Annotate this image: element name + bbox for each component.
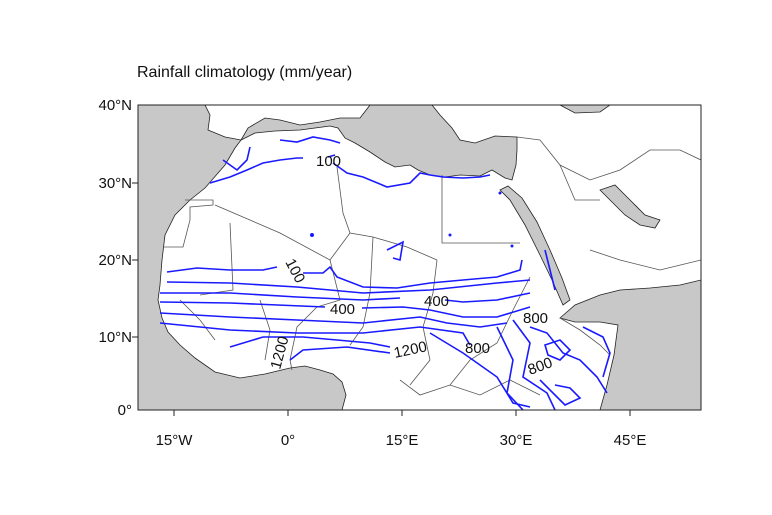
contour-label: 800 [465,340,490,357]
contour-line [209,157,303,184]
contour-line [582,326,611,378]
contour-line [496,326,524,410]
contour-line [429,332,531,408]
contour-line [159,301,326,308]
persian-gulf [599,184,661,229]
contour-line [327,154,336,158]
contour-label: 400 [424,293,449,310]
contour-line [512,319,556,410]
contour-label: 400 [330,301,355,318]
x-tick-label: 30°E [499,432,533,449]
contour-line [279,136,341,144]
contour-line [444,292,531,303]
axis-ticks [132,182,631,416]
contour-line [160,292,401,301]
contour-line [222,146,251,172]
map-title: Rainfall climatology (mm/year) [137,64,353,81]
oceans [138,105,701,410]
y-tick-label: 20°N [98,252,132,269]
red-sea [499,185,571,306]
contour-line [539,379,582,406]
mediterranean-sea [239,105,518,181]
contour-dots [310,191,514,248]
contour-line [166,266,278,273]
x-tick-label: 15°W [155,432,193,449]
y-tick-label: 40°N [98,97,132,114]
indian-ocean [559,279,701,410]
y-tick-label: 0° [117,402,132,419]
contour-labels: 100 100 400 400 1200 1200 800 800 800 [267,153,554,379]
contour-line [544,339,572,361]
contour-line [529,326,608,394]
contour-label: 100 [316,153,341,170]
contour-line [386,240,405,262]
contour-line [361,306,531,318]
y-tick-label: 30°N [98,175,132,192]
black-sea [559,105,611,114]
contour-line [159,322,471,346]
contours [159,136,611,410]
contour-line [159,312,508,328]
contour-label: 1200 [392,338,428,362]
contour-line [544,249,556,291]
contour-line [332,162,491,188]
contour-line [289,346,391,361]
contour-label: 800 [523,310,548,327]
contour-line [229,336,391,348]
contour-line [303,259,523,289]
y-tick-label: 10°N [98,329,132,346]
contour-line [166,279,531,294]
x-tick-label: 45°E [613,432,647,449]
x-tick-label: 15°E [385,432,419,449]
x-tick-label: 0° [280,432,296,449]
map-frame [137,104,702,411]
